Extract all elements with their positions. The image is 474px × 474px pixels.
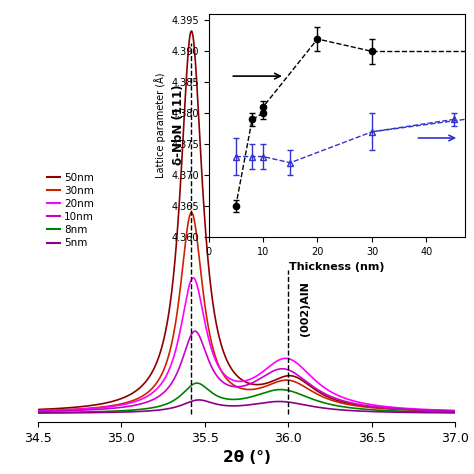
X-axis label: Thickness (nm): Thickness (nm) (289, 262, 384, 272)
X-axis label: 2θ (°): 2θ (°) (222, 450, 271, 465)
Legend: 50nm, 30nm, 20nm, 10nm, 8nm, 5nm: 50nm, 30nm, 20nm, 10nm, 8nm, 5nm (43, 168, 98, 253)
Text: (002)AlN: (002)AlN (300, 282, 310, 337)
Text: δ-NbN (111): δ-NbN (111) (172, 84, 184, 165)
Y-axis label: Lattice parameter (Å): Lattice parameter (Å) (154, 73, 165, 178)
